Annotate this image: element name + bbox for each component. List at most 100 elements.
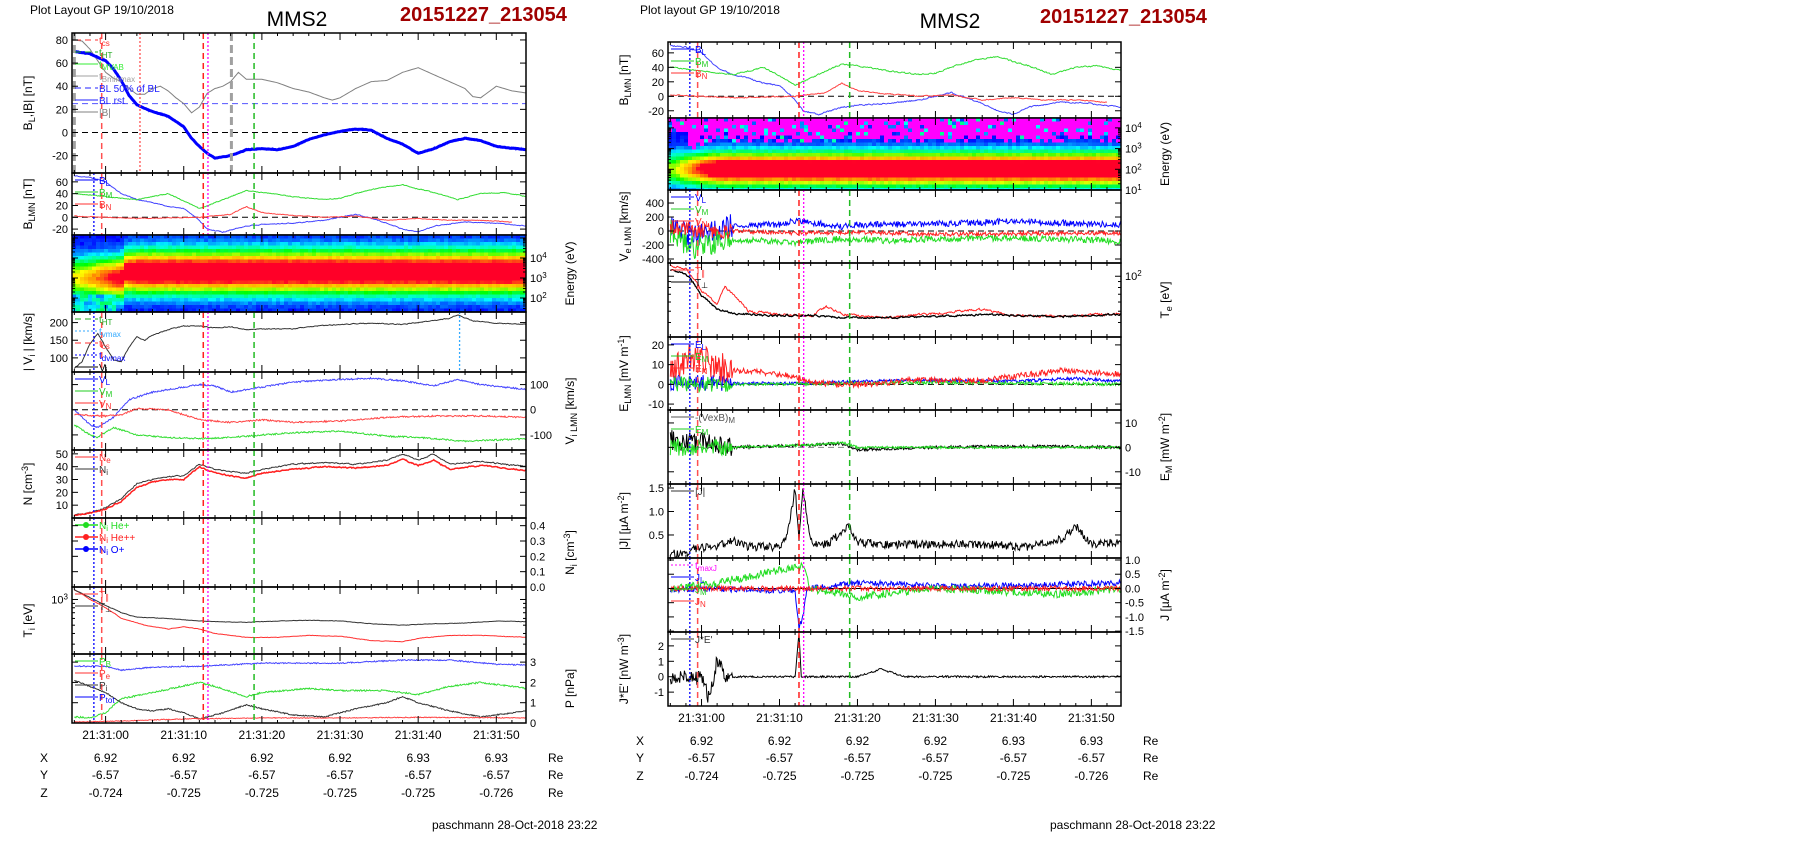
- spectrogram-cell: [176, 301, 181, 306]
- spectrogram-cell: [228, 245, 233, 250]
- spectrogram-cell: [444, 249, 449, 253]
- spectrogram-cell: [188, 301, 193, 306]
- spectrogram-cell: [896, 149, 901, 154]
- spectrogram-cell: [156, 235, 161, 239]
- spectrogram-cell: [400, 249, 405, 253]
- series-line-P_B: [74, 681, 526, 719]
- spectrogram-cell: [212, 287, 217, 292]
- spectrogram-cell: [912, 128, 917, 133]
- spectrogram-cell: [824, 146, 829, 150]
- spectrogram-cell: [940, 132, 945, 136]
- spectrogram-cell: [892, 135, 897, 140]
- spectrogram-cell: [280, 238, 285, 243]
- spectrogram-cell: [120, 284, 125, 288]
- spectrogram-cell: [928, 125, 933, 129]
- spectrogram-cell: [832, 146, 837, 150]
- spectrogram-cell: [84, 273, 89, 278]
- spectrogram-cell: [348, 294, 353, 299]
- series-line-T_perp: [74, 589, 526, 626]
- spectrogram-cell: [668, 181, 673, 185]
- spectrogram-cell: [672, 156, 677, 161]
- spectrogram-cell: [328, 256, 333, 260]
- spectrogram-cell: [756, 181, 761, 185]
- spectrogram-cell: [720, 184, 725, 189]
- spectrogram-cell: [72, 252, 77, 257]
- spectrogram-cell: [116, 252, 121, 257]
- spectrogram-cell: [492, 242, 497, 246]
- spectrogram-cell: [692, 174, 697, 178]
- y-axis-label: P [nPa]: [563, 669, 577, 708]
- spectrogram-cell: [884, 142, 889, 147]
- spectrogram-cell: [468, 245, 473, 250]
- spectrogram-cell: [912, 167, 917, 171]
- spectrogram-cell: [496, 301, 501, 306]
- spectrogram-cell: [464, 308, 469, 312]
- spectrogram-cell: [196, 256, 201, 260]
- spectrogram-cell: [140, 256, 145, 260]
- spectrogram-cell: [160, 249, 165, 253]
- spectrogram-cell: [348, 280, 353, 285]
- spectrogram-cell: [248, 298, 253, 302]
- spectrogram-cell: [880, 160, 885, 164]
- spectrogram-cell: [440, 294, 445, 299]
- spectrogram-cell: [780, 139, 785, 143]
- spectrogram-cell: [212, 273, 217, 278]
- spectrogram-cell: [836, 118, 841, 122]
- spectrogram-cell: [508, 273, 513, 278]
- spectrogram-cell: [680, 156, 685, 161]
- spectrogram-cell: [476, 284, 481, 288]
- spectrogram-cell: [936, 177, 941, 182]
- spectrogram-cell: [908, 188, 913, 190]
- spectrogram-cell: [444, 235, 449, 239]
- spectrogram-cell: [276, 284, 281, 288]
- spectrogram-cell: [904, 128, 909, 133]
- spectrogram-cell: [232, 284, 237, 288]
- spectrogram-cell: [912, 132, 917, 136]
- spectrogram-cell: [692, 132, 697, 136]
- spectrogram-cell: [120, 266, 125, 271]
- spectrogram-cell: [752, 149, 757, 154]
- spectrogram-cell: [480, 256, 485, 260]
- spectrogram-cell: [816, 177, 821, 182]
- spectrogram-cell: [324, 245, 329, 250]
- spectrogram-cell: [96, 235, 101, 239]
- spectrogram-cell: [112, 238, 117, 243]
- spectrogram-cell: [88, 238, 93, 243]
- spectrogram-cell: [112, 301, 117, 306]
- spectrogram-cell: [500, 284, 505, 288]
- spectrogram-cell: [876, 128, 881, 133]
- spectrogram-cell: [296, 308, 301, 312]
- spectrogram-cell: [516, 259, 521, 264]
- spectrogram-cell: [856, 177, 861, 182]
- spectrogram-cell: [708, 135, 713, 140]
- spectrogram-cell: [164, 280, 169, 285]
- spectrogram-cell: [148, 294, 153, 299]
- spectrogram-cell: [192, 252, 197, 257]
- spectrogram-cell: [848, 128, 853, 133]
- spectrogram-cell: [464, 238, 469, 243]
- spectrogram-cell: [84, 252, 89, 257]
- spectrogram-cell: [136, 270, 141, 274]
- spectrogram-cell: [236, 235, 241, 239]
- spectrogram-cell: [812, 146, 817, 150]
- spectrogram-cell: [852, 160, 857, 164]
- spectrogram-cell: [360, 308, 365, 312]
- spectrogram-cell: [440, 252, 445, 257]
- spectrogram-cell: [696, 142, 701, 147]
- spectrogram-cell: [904, 181, 909, 185]
- spectrogram-cell: [768, 149, 773, 154]
- spectrogram-cell: [520, 266, 525, 271]
- spectrogram-cell: [356, 301, 361, 306]
- spectrogram-cell: [256, 252, 261, 257]
- spectrogram-cell: [76, 235, 81, 239]
- spectrogram-cell: [928, 184, 933, 189]
- spectrogram-cell: [284, 280, 289, 285]
- legend-entry: Ptot: [75, 693, 115, 705]
- spectrogram-cell: [504, 238, 509, 243]
- spectrogram-cell: [776, 153, 781, 157]
- spectrogram-cell: [188, 249, 193, 253]
- spectrogram-cell: [488, 280, 493, 285]
- spectrogram-cell: [316, 287, 321, 292]
- spectrogram-cell: [436, 266, 441, 271]
- spectrogram-cell: [932, 153, 937, 157]
